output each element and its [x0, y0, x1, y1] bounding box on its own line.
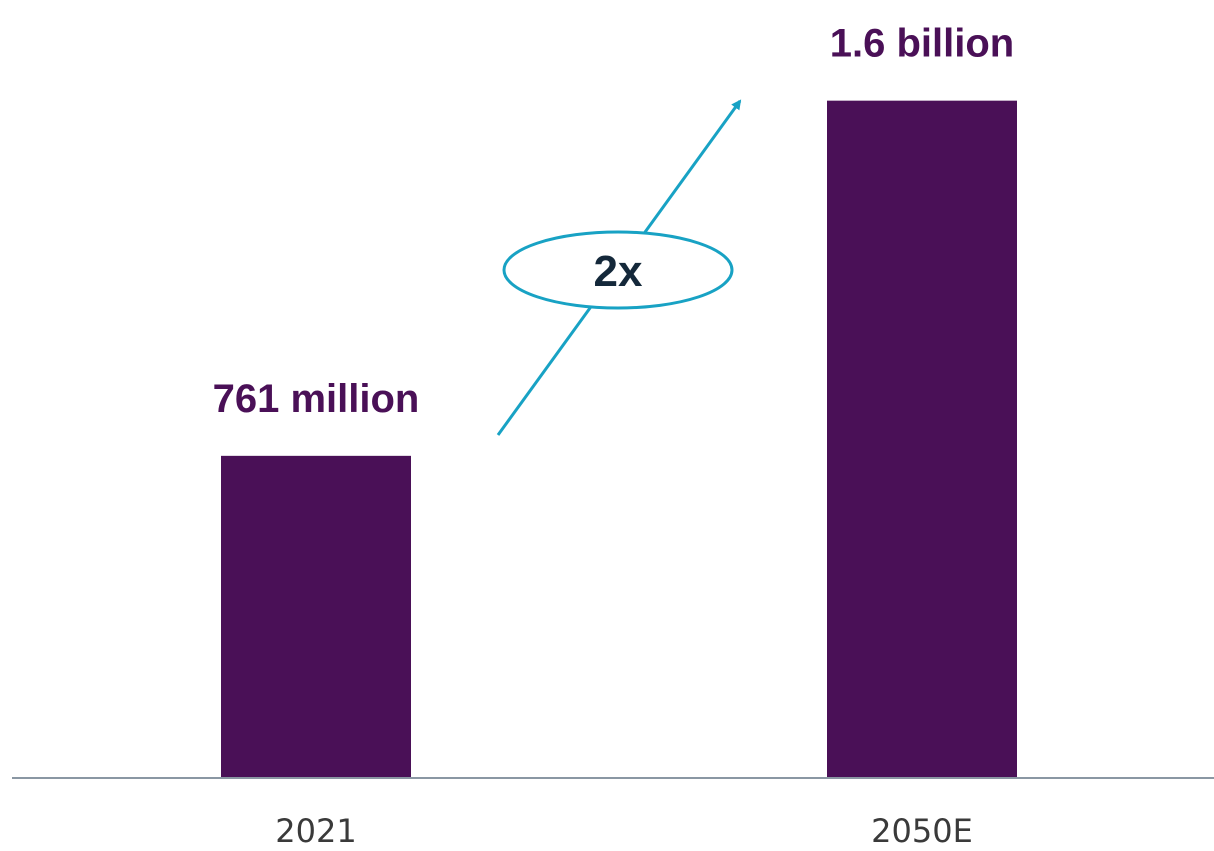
- category-label-2021: 2021: [275, 812, 356, 850]
- bar-2050e: [827, 101, 1017, 778]
- bars-group: [221, 101, 1017, 778]
- data-label-2050e: 1.6 billion: [830, 22, 1014, 66]
- category-labels-group: 2021 2050E: [275, 812, 973, 850]
- growth-annotation: 2x: [498, 101, 740, 435]
- growth-multiplier-label: 2x: [594, 247, 643, 296]
- data-label-2021: 761 million: [213, 377, 420, 421]
- bar-2021: [221, 456, 411, 778]
- category-label-2050e: 2050E: [871, 812, 973, 850]
